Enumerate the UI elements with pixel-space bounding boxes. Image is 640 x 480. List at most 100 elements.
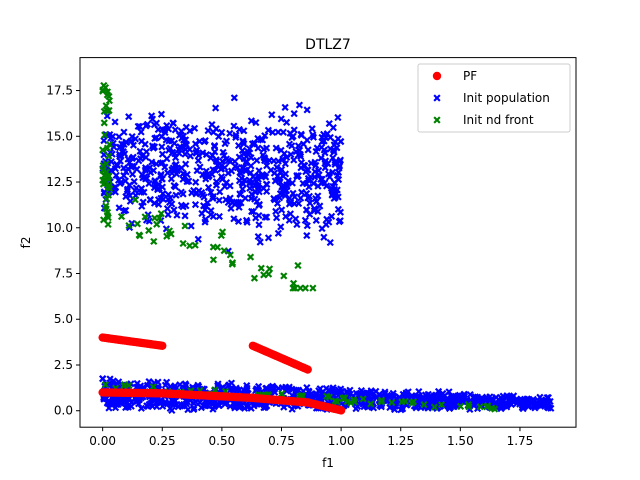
init-population-point	[157, 172, 165, 180]
init-nd-front-point	[131, 196, 139, 204]
init-nd-front-point	[153, 220, 161, 228]
init-population-point	[272, 144, 280, 152]
init-population-point	[125, 113, 133, 121]
init-population-point	[275, 194, 284, 202]
pf-point	[336, 406, 346, 415]
init-nd-front-point	[289, 284, 297, 292]
init-population-point	[136, 122, 144, 131]
init-population-point	[161, 163, 169, 171]
init-population-point	[124, 155, 132, 163]
init-nd-front-point	[191, 241, 199, 249]
init-population-point	[251, 182, 259, 190]
init-population-point	[497, 397, 505, 405]
init-population-point	[264, 234, 273, 242]
init-population-point	[290, 156, 298, 164]
init-nd-front-point	[105, 140, 113, 148]
init-population-point	[150, 199, 159, 207]
init-population-point	[230, 94, 238, 102]
init-population-point	[148, 402, 157, 410]
init-population-point	[359, 400, 367, 408]
init-population-point	[204, 173, 212, 181]
init-population-point	[295, 146, 304, 154]
y-axis: 0.0 2.5 5.0 7.5 10.0 12.5 15.0 17.5	[46, 84, 80, 418]
init-population-point	[312, 161, 320, 169]
init-population-point	[243, 218, 251, 226]
init-population-point	[277, 115, 285, 123]
init-population-point	[541, 399, 549, 408]
init-population-point	[329, 124, 337, 132]
init-population-point	[215, 132, 223, 141]
init-population-point	[304, 174, 312, 183]
init-nd-front-point	[209, 243, 217, 251]
y-tick-label: 12.5	[46, 175, 73, 189]
init-population-point	[159, 189, 167, 198]
init-nd-front-point	[331, 397, 339, 405]
init-population-point	[297, 194, 305, 202]
init-population-point	[157, 194, 165, 202]
init-population-point	[212, 104, 220, 112]
init-population-point	[286, 129, 294, 137]
init-nd-front-point	[367, 400, 375, 408]
init-population-point	[195, 137, 204, 145]
init-population-point	[306, 199, 314, 207]
init-population-point	[308, 125, 316, 133]
init-population-point	[303, 222, 311, 230]
init-population-point	[151, 178, 159, 186]
init-population-point	[122, 206, 130, 214]
init-population-point	[327, 184, 336, 192]
init-population-point	[391, 405, 399, 414]
init-nd-front-point	[157, 210, 165, 218]
init-population-point	[448, 395, 456, 404]
init-population-point	[169, 148, 177, 156]
init-population-point	[248, 140, 257, 148]
init-nd-front-point	[103, 88, 112, 96]
init-population-point	[252, 119, 260, 127]
init-population-point	[128, 162, 136, 170]
init-population-point	[107, 134, 115, 142]
init-population-point	[158, 143, 166, 151]
init-nd-front-point	[228, 259, 237, 267]
init-population-point	[204, 127, 212, 135]
init-nd-front-point	[99, 176, 107, 184]
init-population-point	[209, 192, 217, 201]
x-tick-label: 1.25	[387, 434, 414, 448]
init-population-point	[209, 128, 218, 136]
init-population-point	[435, 391, 443, 399]
init-population-point	[172, 191, 180, 199]
init-population-point	[303, 231, 311, 240]
init-population-point	[154, 185, 162, 193]
init-nd-front-point	[309, 284, 317, 292]
init-population-point	[242, 159, 250, 167]
init-population-point	[122, 403, 130, 412]
init-population-point	[279, 155, 287, 163]
init-population-point	[470, 401, 478, 410]
init-population-point	[166, 404, 174, 413]
init-nd-front-point	[149, 383, 157, 391]
init-population-point	[115, 143, 124, 152]
init-population-point	[241, 194, 249, 202]
init-nd-front-point	[102, 102, 110, 110]
init-population-point	[146, 168, 155, 177]
init-nd-front-point	[100, 119, 108, 127]
init-population-point	[139, 198, 147, 206]
y-tick-label: 17.5	[46, 84, 73, 98]
init-nd-front-point	[280, 272, 288, 280]
init-population-point	[316, 385, 324, 393]
init-nd-front-point	[104, 220, 112, 229]
data-points	[98, 81, 555, 415]
init-population-point	[326, 173, 334, 181]
init-population-point	[221, 140, 229, 148]
init-population-point	[307, 159, 315, 167]
init-nd-front-point	[104, 214, 112, 222]
init-population-point	[247, 162, 255, 170]
init-population-point	[246, 169, 255, 177]
init-nd-front-point	[167, 230, 175, 238]
init-population-point	[208, 121, 216, 129]
x-tick-label: 1.50	[447, 434, 474, 448]
init-nd-front-point	[105, 152, 113, 160]
init-population-point	[164, 190, 172, 199]
init-population-point	[240, 404, 249, 412]
init-population-point	[449, 402, 457, 410]
init-population-point	[276, 178, 284, 186]
init-population-point	[311, 205, 319, 213]
